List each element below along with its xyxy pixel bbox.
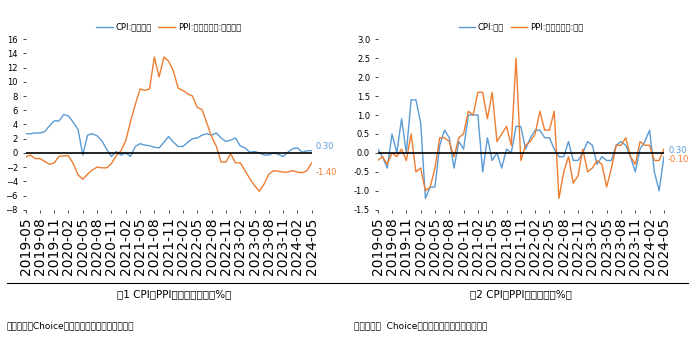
CPI:环比 — [421, 196, 430, 200]
CPI:环比 — [555, 154, 563, 159]
PPI:全部工业品:当月同比 — [255, 189, 263, 193]
PPI:全部工业品:当月同比 — [308, 161, 316, 165]
CPI:环比 — [631, 170, 639, 174]
CPI:当月同比 — [107, 154, 115, 159]
CPI:环比 — [536, 128, 544, 132]
CPI:当月同比 — [203, 132, 211, 136]
PPI:全部工业品:环比 — [555, 196, 563, 200]
PPI:全部工业品:环比 — [512, 56, 521, 60]
CPI:当月同比 — [131, 144, 140, 148]
Text: 图1 CPI、PPI当月同比增速（%）: 图1 CPI、PPI当月同比增速（%） — [117, 290, 231, 299]
PPI:全部工业品:当月同比 — [150, 55, 158, 59]
CPI:当月同比 — [308, 149, 316, 153]
PPI:全部工业品:当月同比 — [79, 177, 87, 181]
CPI:环比 — [407, 98, 416, 102]
PPI:全部工业品:环比 — [631, 162, 639, 166]
CPI:当月同比 — [279, 154, 287, 159]
PPI:全部工业品:环比 — [660, 147, 668, 151]
CPI:当月同比 — [93, 134, 101, 138]
PPI:全部工业品:环比 — [550, 109, 558, 113]
CPI:当月同比 — [83, 133, 92, 137]
Text: -1.40: -1.40 — [316, 168, 337, 177]
Text: 数据来源：Choice，北京大学国民经济研究中心: 数据来源：Choice，北京大学国民经济研究中心 — [7, 321, 134, 330]
CPI:当月同比 — [22, 132, 30, 136]
PPI:全部工业品:当月同比 — [198, 107, 206, 112]
PPI:全部工业品:环比 — [441, 135, 449, 140]
PPI:全部工业品:环比 — [531, 132, 539, 136]
CPI:当月同比 — [183, 140, 192, 144]
CPI:环比 — [483, 135, 491, 140]
Text: -0.10: -0.10 — [668, 154, 689, 164]
PPI:全部工业品:当月同比 — [88, 168, 97, 172]
PPI:全部工业品:环比 — [373, 158, 382, 163]
PPI:全部工业品:当月同比 — [179, 88, 187, 92]
Line: PPI:全部工业品:当月同比: PPI:全部工业品:当月同比 — [26, 57, 312, 191]
PPI:全部工业品:环比 — [431, 166, 439, 170]
Line: PPI:全部工业品:环比: PPI:全部工业品:环比 — [377, 58, 664, 198]
CPI:环比 — [660, 154, 668, 159]
Text: 0.30: 0.30 — [316, 143, 334, 151]
PPI:全部工业品:当月同比 — [122, 139, 130, 143]
CPI:环比 — [450, 166, 458, 170]
PPI:全部工业品:环比 — [474, 90, 482, 94]
Line: CPI:当月同比: CPI:当月同比 — [26, 114, 312, 157]
Text: 图2 CPI、PPI环比增速（%）: 图2 CPI、PPI环比增速（%） — [471, 290, 572, 299]
Legend: CPI:环比, PPI:全部工业品:环比: CPI:环比, PPI:全部工业品:环比 — [455, 20, 587, 35]
Text: 0.30: 0.30 — [668, 146, 687, 154]
Text: 数据来源：  Choice，北京大学国民经济研究中心: 数据来源： Choice，北京大学国民经济研究中心 — [354, 321, 488, 330]
PPI:全部工业品:当月同比 — [279, 170, 287, 174]
PPI:全部工业品:当月同比 — [22, 155, 30, 159]
CPI:环比 — [441, 128, 449, 132]
CPI:环比 — [373, 147, 382, 151]
CPI:当月同比 — [60, 112, 68, 117]
Line: CPI:环比: CPI:环比 — [377, 100, 664, 198]
Legend: CPI:当月同比, PPI:全部工业品:当月同比: CPI:当月同比, PPI:全部工业品:当月同比 — [93, 20, 244, 35]
